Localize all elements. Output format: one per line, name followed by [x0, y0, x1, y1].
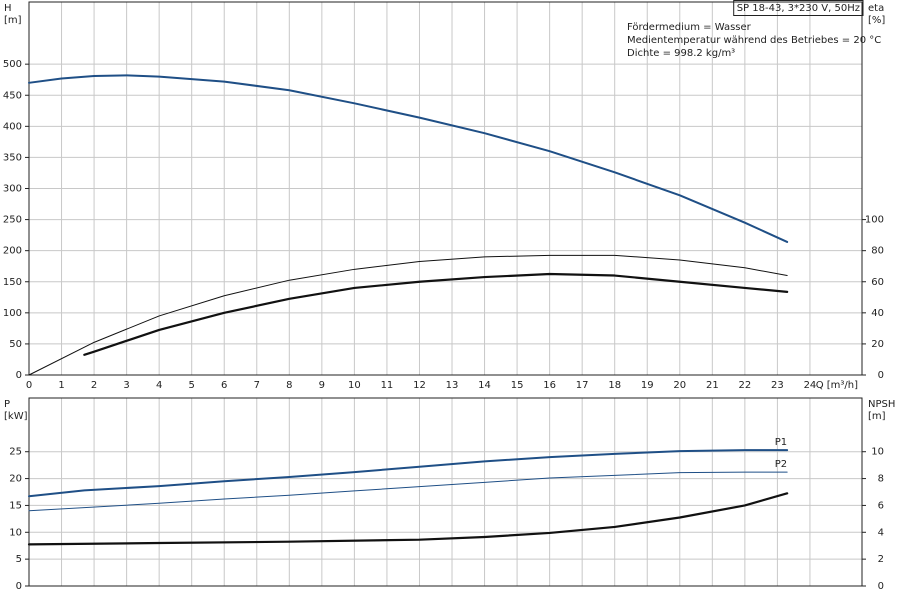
- x-tick-label: 23: [771, 380, 784, 391]
- series-label: P2: [775, 459, 787, 470]
- y-tick-label: 0: [16, 581, 22, 592]
- y-axis-label: [kW]: [4, 411, 28, 422]
- y2-axis-label: eta: [868, 3, 884, 14]
- y-tick-label: 200: [3, 246, 22, 257]
- y2-tick-label: 6: [878, 500, 884, 511]
- x-tick-label: 7: [254, 380, 260, 391]
- box-title-frame: [733, 0, 864, 16]
- x-tick-label: 3: [123, 380, 129, 391]
- box-title: SP 18-43, 3*230 V, 50Hz: [737, 3, 860, 14]
- curve: [28, 471, 788, 512]
- x-tick-label: 21: [706, 380, 719, 391]
- curve: [28, 449, 789, 498]
- x-tick-label: 12: [413, 380, 426, 391]
- x-axis-label: Q [m³/h]: [816, 380, 858, 391]
- x-tick-label: 11: [381, 380, 394, 391]
- note: Medientemperatur während des Betriebes =…: [627, 35, 881, 46]
- y-axis-label: H: [4, 3, 12, 14]
- curve: [28, 254, 788, 376]
- y-tick-label: 15: [9, 500, 22, 511]
- y2-axis-label: [%]: [868, 15, 885, 26]
- y2-tick-label: 0: [878, 581, 884, 592]
- y-tick-label: 250: [3, 215, 22, 226]
- y-tick-label: 150: [3, 277, 22, 288]
- y-tick-label: 25: [9, 447, 22, 458]
- y-axis-label: P: [4, 399, 10, 410]
- grid: [28, 2, 862, 376]
- x-tick-label: 15: [511, 380, 524, 391]
- y2-tick-label: 10: [871, 447, 884, 458]
- grid: [28, 398, 862, 587]
- x-tick-label: 16: [543, 380, 556, 391]
- x-tick-label: 5: [189, 380, 195, 391]
- y-tick-label: 450: [3, 90, 22, 101]
- y2-tick-label: 100: [865, 215, 884, 226]
- x-tick-label: 4: [156, 380, 162, 391]
- y-tick-label: 400: [3, 121, 22, 132]
- x-tick-label: 8: [286, 380, 292, 391]
- y2-tick-label: 8: [878, 474, 884, 485]
- y2-tick-label: 2: [878, 554, 884, 565]
- x-tick-label: 2: [91, 380, 97, 391]
- curve: [28, 74, 789, 243]
- x-tick-label: 19: [641, 380, 654, 391]
- y-tick-label: 300: [3, 184, 22, 195]
- x-tick-label: 6: [221, 380, 227, 391]
- plot-frame: [28, 397, 863, 587]
- y-tick-label: 100: [3, 308, 22, 319]
- y-axis-label: [m]: [4, 15, 22, 26]
- y-tick-label: 20: [9, 474, 22, 485]
- y-tick-label: 350: [3, 152, 22, 163]
- x-tick-label: 9: [319, 380, 325, 391]
- y2-axis-label: [m]: [868, 411, 886, 422]
- x-tick-label: 14: [478, 380, 491, 391]
- note: Dichte = 998.2 kg/m³: [627, 48, 735, 59]
- x-tick-label: 0: [26, 380, 32, 391]
- curve: [83, 272, 789, 356]
- x-tick-label: 22: [738, 380, 751, 391]
- curve: [27, 492, 789, 546]
- plot-frame: [28, 1, 863, 376]
- note: Fördermedium = Wasser: [627, 22, 752, 33]
- x-tick-label: 18: [608, 380, 621, 391]
- y2-tick-label: 60: [871, 277, 884, 288]
- x-tick-label: 13: [446, 380, 459, 391]
- x-tick-label: 1: [58, 380, 64, 391]
- x-tick-label: 10: [348, 380, 361, 391]
- x-tick-label: 17: [576, 380, 589, 391]
- y-tick-label: 0: [16, 370, 22, 381]
- x-tick-label: 20: [673, 380, 686, 391]
- y-tick-label: 500: [3, 59, 22, 70]
- y2-tick-label: 80: [871, 246, 884, 257]
- y2-tick-label: 20: [871, 339, 884, 350]
- y2-axis-label: NPSH: [868, 399, 895, 410]
- y2-tick-label: 40: [871, 308, 884, 319]
- y-tick-label: 10: [9, 527, 22, 538]
- x-tick-label: 24: [804, 380, 817, 391]
- y2-tick-label: 0: [878, 370, 884, 381]
- y-tick-label: 50: [9, 339, 22, 350]
- y2-tick-label: 4: [878, 527, 884, 538]
- series-label: P1: [775, 437, 787, 448]
- y-tick-label: 5: [16, 554, 22, 565]
